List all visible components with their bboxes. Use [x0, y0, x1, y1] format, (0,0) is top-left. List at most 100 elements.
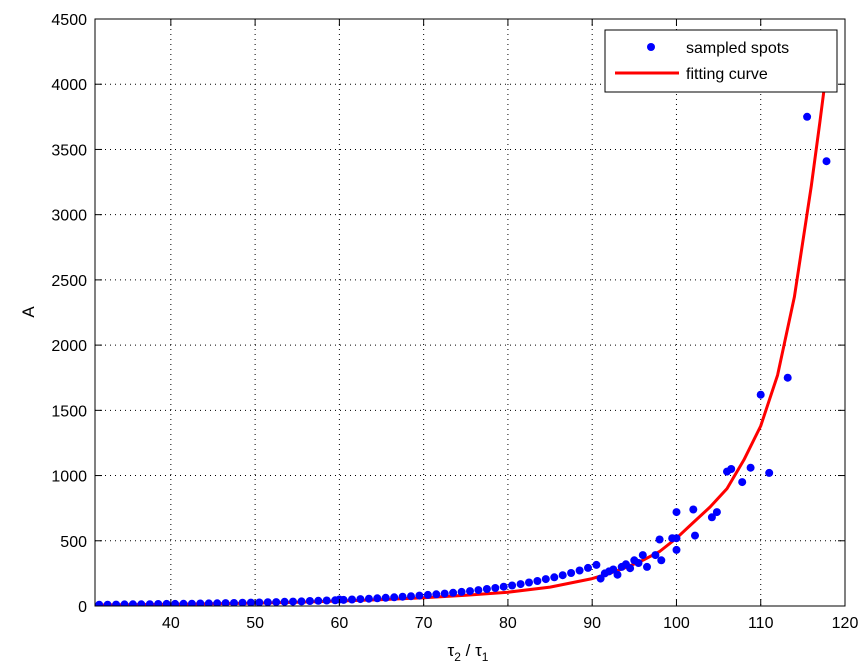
data-point: [145, 600, 154, 606]
data-point: [407, 592, 415, 601]
x-tick-label: 60: [330, 615, 348, 632]
x-axis-label-base: τ: [448, 641, 455, 660]
data-point: [613, 570, 622, 579]
grid: [95, 19, 845, 606]
data-point: [364, 594, 373, 603]
data-point: [672, 508, 681, 517]
data-point: [651, 551, 660, 560]
x-tick-label: 80: [499, 615, 517, 632]
y-tick-label: 0: [78, 599, 87, 616]
x-axis-label-sub1: 2: [454, 650, 461, 664]
data-point: [516, 580, 525, 589]
plot-frame: [94, 18, 846, 607]
data-point: [255, 598, 264, 606]
data-point: [643, 562, 651, 571]
x-axis-label-sep: /: [461, 641, 475, 660]
data-point: [712, 508, 721, 517]
x-tick-label: 50: [246, 615, 264, 632]
x-tick-label: 90: [583, 615, 601, 632]
data-point: [541, 575, 550, 584]
data-point: [672, 545, 681, 554]
data-point: [356, 595, 365, 604]
y-tick-label: 4000: [51, 77, 87, 94]
data-point: [230, 599, 238, 606]
y-tick-label: 4500: [51, 12, 87, 29]
data-point: [348, 595, 356, 604]
data-point: [657, 556, 666, 565]
data-point: [272, 598, 281, 606]
data-point: [95, 600, 104, 606]
data-point: [707, 513, 716, 522]
y-tick-label: 3000: [51, 208, 87, 225]
data-point: [440, 589, 449, 598]
data-point: [466, 587, 474, 596]
data-point: [373, 594, 382, 603]
data-point: [738, 478, 747, 487]
data-point: [689, 505, 698, 514]
x-tick-label: 70: [415, 615, 433, 632]
x-tick-label: 40: [162, 615, 180, 632]
data-point: [423, 590, 432, 599]
data-point: [457, 587, 466, 596]
data-point: [381, 593, 390, 602]
y-axis-label: A: [19, 306, 38, 318]
data-point: [449, 588, 458, 597]
data-point: [575, 566, 584, 575]
data-point: [550, 573, 559, 582]
data-point: [137, 600, 146, 606]
data-point: [691, 531, 699, 540]
x-axis-label: τ2 / τ1: [448, 641, 489, 664]
data-point: [756, 390, 765, 399]
data-point: [482, 585, 491, 593]
data-point: [822, 157, 831, 166]
data-point: [584, 563, 592, 572]
data-point: [322, 596, 331, 605]
data-point: [297, 597, 306, 606]
data-point: [499, 582, 508, 591]
data-point: [339, 595, 348, 604]
data-point: [112, 600, 121, 606]
data-point: [508, 581, 517, 590]
data-point: [783, 373, 792, 382]
data-point: [187, 599, 196, 606]
x-axis-label-base2: τ: [475, 641, 482, 660]
x-axis-label-sub2: 1: [482, 650, 489, 664]
data-point: [204, 599, 213, 606]
data-point: [221, 599, 230, 606]
plot-area: [95, 19, 845, 606]
data-point: [398, 592, 407, 601]
data-layer: [95, 57, 831, 606]
data-point: [803, 112, 812, 121]
data-point: [103, 600, 112, 606]
data-point: [390, 593, 399, 602]
data-point: [491, 584, 500, 592]
data-point: [289, 597, 297, 606]
data-point: [280, 597, 289, 606]
data-point: [727, 465, 736, 473]
data-point: [238, 598, 247, 606]
data-point: [474, 586, 483, 595]
y-tick-label: 1000: [51, 469, 87, 486]
x-tick-label: 100: [663, 615, 690, 632]
y-tick-label: 1500: [51, 403, 87, 420]
y-tick-label: 2000: [51, 338, 87, 355]
data-point: [179, 599, 188, 606]
data-point: [638, 551, 647, 560]
data-point: [154, 600, 163, 606]
data-point: [432, 590, 441, 599]
data-point: [128, 600, 137, 606]
data-point: [626, 564, 635, 573]
data-point: [558, 571, 567, 580]
data-point: [213, 599, 222, 606]
legend-label-sampled-spots: sampled spots: [686, 40, 789, 57]
y-tick-label: 500: [60, 534, 87, 551]
data-point: [655, 535, 664, 544]
data-point: [533, 577, 542, 585]
legend-box: [604, 29, 838, 93]
data-point: [246, 598, 255, 606]
data-point: [196, 599, 205, 606]
y-tick-label: 2500: [51, 273, 87, 290]
data-point: [567, 569, 576, 577]
data-point: [592, 560, 601, 569]
